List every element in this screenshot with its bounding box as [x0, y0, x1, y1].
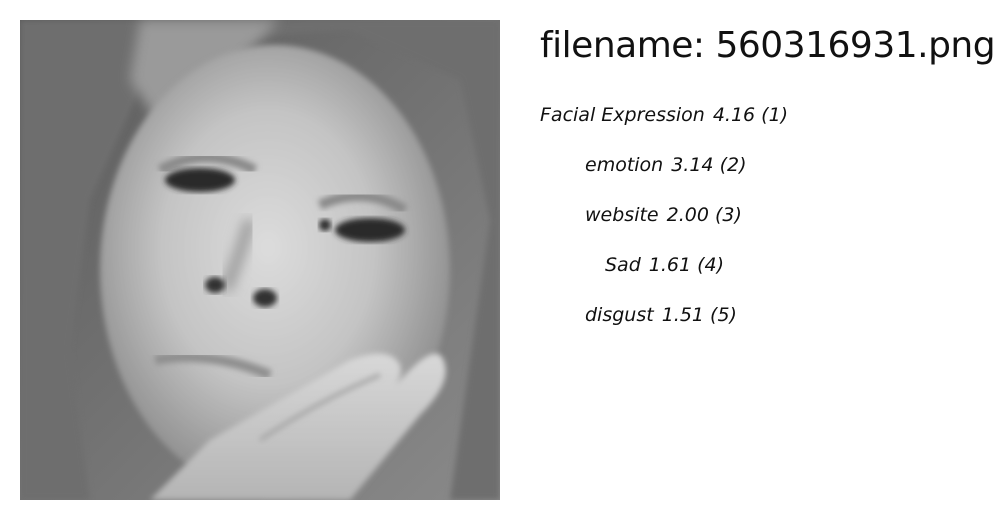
tag-label: emotion: [585, 154, 664, 176]
tag-label: Facial Expression: [540, 104, 705, 126]
tag-score: 3.14 (2): [671, 154, 747, 176]
tag-item: Sad 1.61 (4): [605, 250, 724, 280]
tag-score: 1.51 (5): [661, 304, 737, 326]
tag-score: 4.16 (1): [712, 104, 789, 126]
tag-item: disgust 1.51 (5): [585, 300, 737, 330]
face-photo: [20, 20, 500, 500]
tag-item: website 2.00 (3): [585, 200, 742, 230]
tag-label: disgust: [585, 304, 654, 326]
tag-item: emotion 3.14 (2): [585, 150, 746, 180]
filename-label: filename: 560316931.png: [540, 25, 996, 66]
tag-score: 2.00 (3): [666, 204, 742, 226]
tag-label: website: [585, 204, 659, 226]
tag-score: 1.61 (4): [648, 254, 725, 276]
tag-item: Facial Expression 4.16 (1): [540, 100, 788, 130]
face-photo-illustration: [20, 20, 500, 500]
tag-label: Sad: [605, 254, 641, 276]
